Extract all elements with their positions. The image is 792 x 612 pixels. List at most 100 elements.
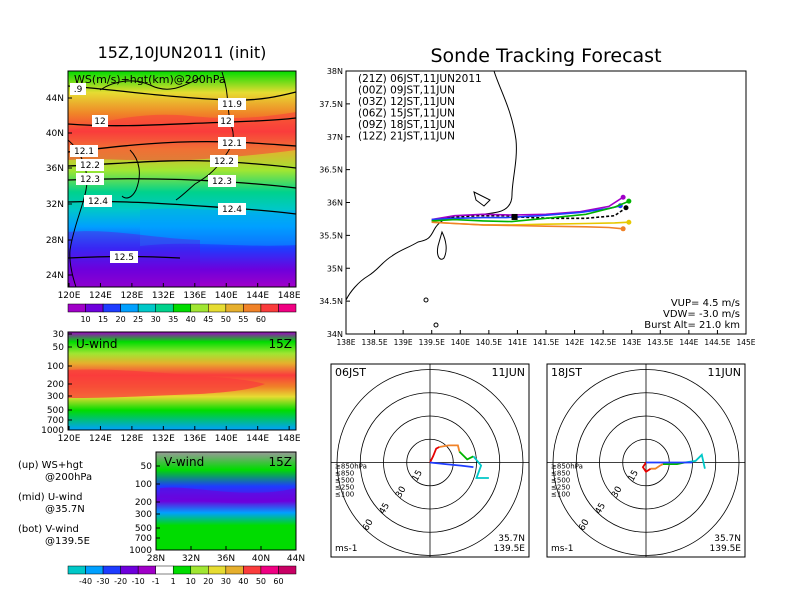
- hodograph-trace: [472, 455, 489, 479]
- u-x-label: 140E: [215, 434, 238, 444]
- track-lat-label: 36N: [327, 199, 343, 208]
- island: [433, 322, 439, 328]
- track-lat-ticks: 38N 37.5N 37N 36.5N 36N 35.5N 35N 34.5N 34N: [319, 67, 350, 339]
- contour-label: 12.2: [214, 157, 234, 167]
- speed-colorbar: 10 15 20 25 30 35 40 45 50 55 60: [67, 303, 297, 324]
- u-x-label: 144E: [246, 434, 269, 444]
- track-lat-label: 35N: [327, 264, 343, 273]
- hodograph-date: 11JUN: [491, 366, 525, 379]
- korea-coastline: [121, 149, 140, 199]
- colorbar-swatch: [85, 565, 104, 575]
- hodograph-ring-label: 45: [594, 501, 608, 516]
- u-y-label: 100: [47, 362, 64, 372]
- colorbar-label: 10: [80, 315, 90, 324]
- contour-label-box: [218, 137, 246, 149]
- legend-mid: (mid) U-wind: [18, 492, 82, 503]
- colorbar-swatch: [260, 565, 279, 575]
- track-lat-label: 37N: [327, 133, 343, 142]
- track-lon-label: 142E: [565, 338, 584, 347]
- hodograph-level-legend: ≤500: [335, 477, 354, 485]
- track-lon-label: 141E: [508, 338, 527, 347]
- colorbar-label: 60: [256, 315, 266, 324]
- northeast-asia-coastline: [99, 77, 201, 91]
- u-wind-frame: [67, 331, 297, 431]
- hodograph-level-legend: ≤500: [551, 477, 570, 485]
- contour-label: .9: [74, 85, 83, 95]
- legend-up: (up) WS+hgt: [18, 460, 83, 471]
- panel-legend: (up) WS+hgt @200hPa (mid) U-wind @35.7N …: [18, 460, 92, 547]
- colorbar-label: 10: [186, 577, 196, 586]
- hodograph-trace: [650, 463, 664, 470]
- colorbar-swatch: [102, 303, 121, 313]
- u-y-label: 30: [53, 330, 65, 340]
- track-lon-label: 141.5E: [533, 338, 559, 347]
- hodograph-ring-label: 15: [627, 468, 641, 483]
- u-y-label: 200: [47, 380, 64, 390]
- colorbar-swatch: [243, 565, 262, 575]
- colorbar-swatch: [225, 565, 244, 575]
- hodograph-level-legend: ≤100: [335, 491, 354, 499]
- u-y-label: 1000: [41, 426, 64, 436]
- legend-mid-lat: @35.7N: [45, 504, 85, 515]
- u-y-label: 50: [53, 343, 65, 353]
- colorbar-swatch: [208, 303, 227, 313]
- v-y-label: 1000: [129, 546, 152, 556]
- v-wind-core: [160, 487, 296, 504]
- burst-altitude: Burst Alt= 21.0 km: [644, 320, 740, 331]
- legend-bot-lon: @139.5E: [45, 536, 90, 547]
- contour-label-box: [92, 115, 108, 127]
- contour-label-box: [76, 173, 104, 185]
- track-lat-label: 35.5N: [319, 231, 343, 240]
- landing-point: [626, 198, 632, 204]
- contour-label: 12.5: [114, 253, 134, 263]
- contour-label: 12.1: [222, 139, 242, 149]
- map-lat-ticks: 44N 40N 36N 32N 28N 24N: [46, 94, 72, 281]
- colorbar-swatch: [172, 303, 192, 313]
- hodograph-ring: [575, 392, 717, 533]
- hodograph-lat: 35.7N: [714, 534, 741, 544]
- secondary-band: [140, 208, 296, 246]
- track-lon-ticks: 138E 138.5E 139E 139.5E 140E 140.5E 141E 141.5E…: [336, 330, 756, 347]
- island: [423, 297, 429, 303]
- contour-label-box: [208, 175, 236, 187]
- colorbar-label: 35: [168, 315, 178, 324]
- jet-map-frame: [67, 70, 297, 288]
- descent-speed: VDW= -3.0 m/s: [663, 309, 740, 320]
- v-y-label: 500: [135, 524, 152, 534]
- track-lon-label: 142.5E: [590, 338, 616, 347]
- track-lon-label: 138E: [336, 338, 355, 347]
- track-lon-label: 140.5E: [476, 338, 502, 347]
- u-wind-jet-core: [68, 369, 265, 398]
- colorbar-label: 40: [238, 577, 248, 586]
- hodograph-date: 11JUN: [707, 366, 741, 379]
- colorbar-swatch: [260, 303, 279, 313]
- colorbar-label: -1: [152, 577, 160, 586]
- map-lat-label: 40N: [46, 129, 64, 139]
- launch-legend-item: (09Z) 18JST,11JUN: [358, 119, 455, 131]
- contour-label: 12.3: [80, 175, 100, 185]
- v-y-label: 700: [135, 534, 152, 544]
- landing-point: [620, 226, 626, 232]
- map-lon-label: 132E: [152, 291, 175, 301]
- hodograph-ring-label: 15: [411, 468, 425, 483]
- colorbar-swatch: [85, 303, 104, 313]
- hodograph-level-legend: ≤850: [551, 470, 570, 478]
- launch-legend-item: (06Z) 15JST,11JUN: [358, 108, 455, 120]
- hodograph-ring: [552, 369, 740, 556]
- colorbar-swatch: [155, 565, 174, 575]
- colorbar-label: 1: [171, 577, 176, 586]
- track-lon-label: 140E: [451, 338, 470, 347]
- hodograph-trace: [439, 444, 461, 452]
- map-lat-label: 24N: [46, 271, 64, 281]
- sonde-track: [431, 221, 624, 230]
- map-lon-label: 128E: [120, 291, 143, 301]
- contour-label-box: [218, 115, 234, 127]
- u-x-label: 128E: [120, 434, 143, 444]
- v-x-label: 32N: [182, 554, 200, 564]
- colorbar-label: 30: [221, 577, 231, 586]
- colorbar-label: -30: [97, 577, 110, 586]
- colorbar-swatch: [137, 565, 156, 575]
